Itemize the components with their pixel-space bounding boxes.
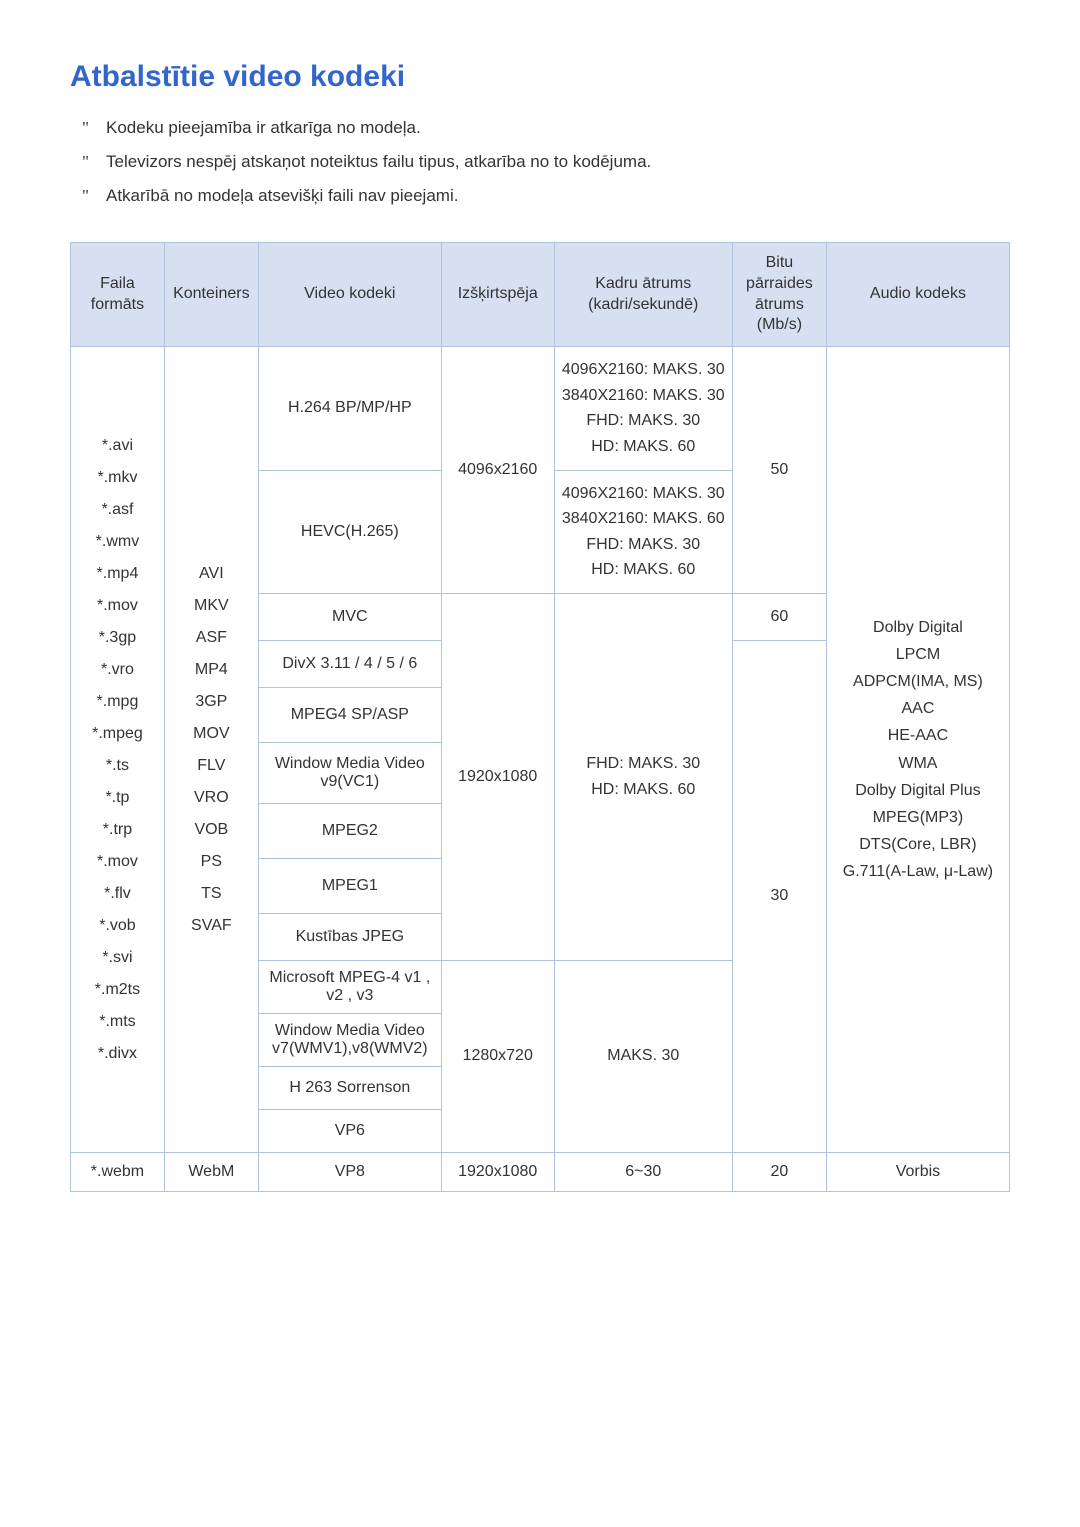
cell-br3: 30 (732, 640, 826, 1152)
cell-res3: 1280x720 (441, 960, 554, 1152)
note-item: Kodeku pieejamība ir atkarīga no modeļa. (70, 118, 1010, 138)
th-vcodec: Video kodeki (258, 243, 441, 347)
cell-codec-msmpeg4: Microsoft MPEG-4 v1 , v2 , v3 (258, 960, 441, 1013)
cell-webm-fr: 6~30 (554, 1152, 732, 1191)
cell-res1: 4096x2160 (441, 347, 554, 594)
th-resolution: Izšķirtspēja (441, 243, 554, 347)
notes-list: Kodeku pieejamība ir atkarīga no modeļa.… (70, 118, 1010, 206)
cell-containers: AVIMKVASFMP43GPMOVFLVVROVOBPSTSSVAF (164, 347, 258, 1153)
cell-codec-vp6: VP6 (258, 1109, 441, 1152)
cell-fr2: 4096X2160: MAKS. 303840X2160: MAKS. 60FH… (554, 470, 732, 593)
th-container: Konteiners (164, 243, 258, 347)
cell-webm-acodec: Vorbis (826, 1152, 1009, 1191)
page-title: Atbalstītie video kodeki (70, 60, 1010, 94)
note-item: Atkarībā no modeļa atsevišķi faili nav p… (70, 186, 1010, 206)
cell-res2: 1920x1080 (441, 593, 554, 960)
cell-fr3: FHD: MAKS. 30HD: MAKS. 60 (554, 593, 732, 960)
cell-codec-wmv9: Window Media Video v9(VC1) (258, 742, 441, 803)
cell-codec-wmv78: Window Media Video v7(WMV1),v8(WMV2) (258, 1013, 441, 1066)
cell-codec-mpeg4: MPEG4 SP/ASP (258, 687, 441, 742)
cell-webm-format: *.webm (71, 1152, 165, 1191)
th-format: Faila formāts (71, 243, 165, 347)
cell-webm-container: WebM (164, 1152, 258, 1191)
cell-codec-mjpeg: Kustības JPEG (258, 913, 441, 960)
th-bitrate: Bitu pārraides ātrums (Mb/s) (732, 243, 826, 347)
cell-fr1: 4096X2160: MAKS. 303840X2160: MAKS. 30FH… (554, 347, 732, 470)
cell-formats: *.avi*.mkv*.asf*.wmv*.mp4*.mov*.3gp*.vro… (71, 347, 165, 1153)
cell-codec-mpeg2: MPEG2 (258, 803, 441, 858)
cell-codec-mpeg1: MPEG1 (258, 858, 441, 913)
note-item: Televizors nespēj atskaņot noteiktus fai… (70, 152, 1010, 172)
th-framerate: Kadru ātrums (kadri/sekundē) (554, 243, 732, 347)
cell-codec-h263: H 263 Sorrenson (258, 1066, 441, 1109)
cell-webm-vcodec: VP8 (258, 1152, 441, 1191)
th-acodec: Audio kodeks (826, 243, 1009, 347)
cell-codec-divx: DivX 3.11 / 4 / 5 / 6 (258, 640, 441, 687)
cell-webm-res: 1920x1080 (441, 1152, 554, 1191)
cell-codec-hevc: HEVC(H.265) (258, 470, 441, 593)
cell-br2: 60 (732, 593, 826, 640)
cell-webm-br: 20 (732, 1152, 826, 1191)
cell-fr4: MAKS. 30 (554, 960, 732, 1152)
cell-acodecs: Dolby DigitalLPCMADPCM(IMA, MS)AACHE-AAC… (826, 347, 1009, 1153)
codec-table: Faila formāts Konteiners Video kodeki Iz… (70, 242, 1010, 1192)
cell-br1: 50 (732, 347, 826, 594)
cell-codec-mvc: MVC (258, 593, 441, 640)
cell-codec-h264: H.264 BP/MP/HP (258, 347, 441, 470)
